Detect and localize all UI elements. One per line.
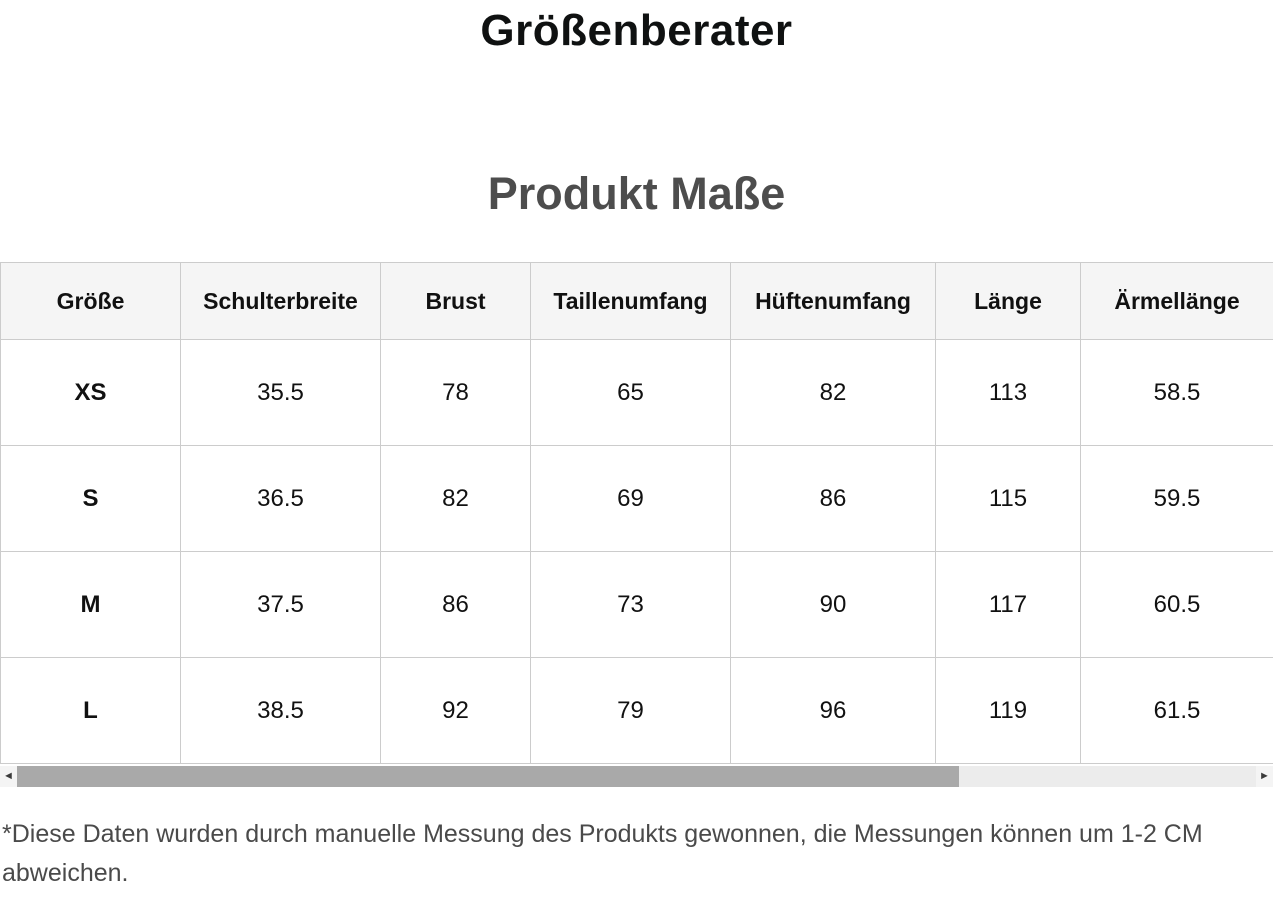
header-cell-size: Größe [0,262,181,340]
scroll-right-icon: ► [1259,770,1270,782]
header-cell-bust: Brust [380,262,531,340]
size-cell: XS [0,339,181,446]
header-cell-waist: Taillenumfang [530,262,731,340]
value-cell: 92 [380,657,531,764]
value-cell: 38.5 [180,657,381,764]
scroll-right-button[interactable]: ► [1256,766,1273,787]
value-cell: 86 [380,551,531,658]
value-cell: 79 [530,657,731,764]
value-cell: 65 [530,339,731,446]
table-row-l: L 38.5 92 79 96 119 61.5 [0,657,1273,764]
value-cell: 90 [730,551,936,658]
table-header-row: Größe Schulterbreite Brust Taillenumfang… [0,262,1273,340]
scrollbar-track[interactable] [17,766,1256,787]
size-table: Größe Schulterbreite Brust Taillenumfang… [0,262,1273,764]
table-row-m: M 37.5 86 73 90 117 60.5 [0,551,1273,658]
value-cell: 78 [380,339,531,446]
value-cell: 119 [935,657,1081,764]
value-cell: 113 [935,339,1081,446]
value-cell: 61.5 [1080,657,1273,764]
table-row-xs: XS 35.5 78 65 82 113 58.5 [0,339,1273,446]
value-cell: 69 [530,445,731,552]
value-cell: 117 [935,551,1081,658]
header-cell-length: Länge [935,262,1081,340]
header-cell-hip: Hüftenumfang [730,262,936,340]
measurement-disclaimer: *Diese Daten wurden durch manuelle Messu… [2,820,1203,887]
section-title: Produkt Maße [487,168,786,219]
value-cell: 37.5 [180,551,381,658]
value-cell: 36.5 [180,445,381,552]
value-cell: 82 [380,445,531,552]
scrollbar-thumb[interactable] [17,766,959,787]
header-cell-shoulder: Schulterbreite [180,262,381,340]
header-cell-sleeve: Ärmellänge [1080,262,1273,340]
value-cell: 35.5 [180,339,381,446]
value-cell: 73 [530,551,731,658]
value-cell: 115 [935,445,1081,552]
value-cell: 59.5 [1080,445,1273,552]
value-cell: 58.5 [1080,339,1273,446]
size-cell: S [0,445,181,552]
value-cell: 60.5 [1080,551,1273,658]
table-row-s: S 36.5 82 69 86 115 59.5 [0,445,1273,552]
value-cell: 96 [730,657,936,764]
value-cell: 82 [730,339,936,446]
size-cell: M [0,551,181,658]
scroll-left-icon: ◄ [3,770,14,782]
scroll-left-button[interactable]: ◄ [0,766,17,787]
page-title: Größenberater [480,6,793,55]
horizontal-scrollbar[interactable]: ◄ ► [0,766,1273,787]
value-cell: 86 [730,445,936,552]
size-cell: L [0,657,181,764]
